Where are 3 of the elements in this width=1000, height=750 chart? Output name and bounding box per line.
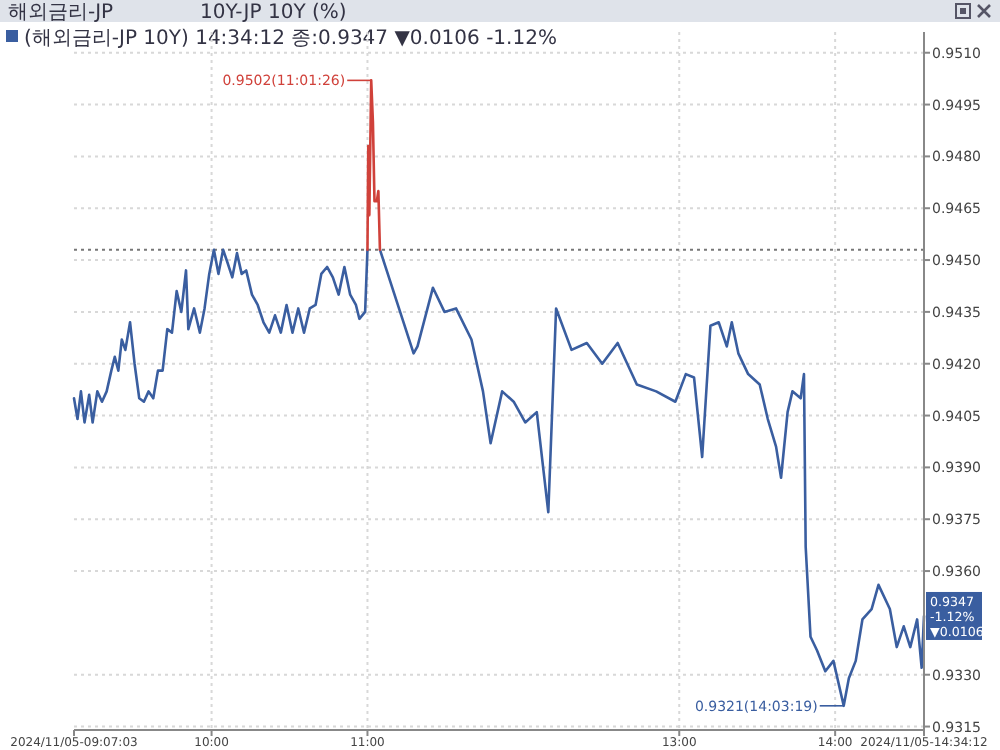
chart-subtitle: 10Y-JP 10Y (%) (200, 2, 347, 24)
chart-title: 해외금리-JP (8, 2, 114, 24)
annotation: (해외금리-JP 10Y) 14:34:12 종:0.9347 ▼0.0106 -1.12% (24, 28, 557, 50)
